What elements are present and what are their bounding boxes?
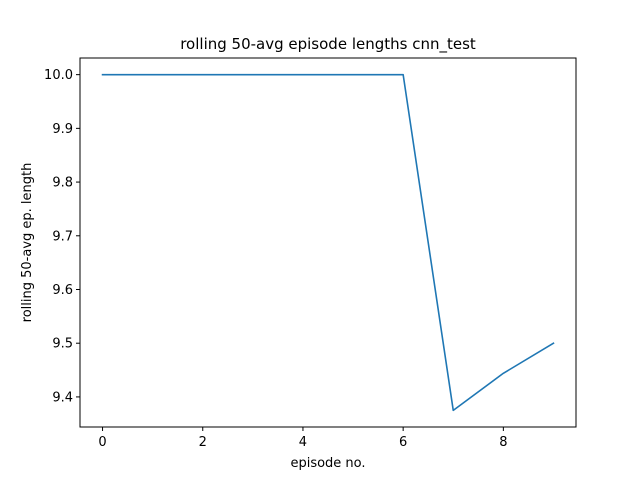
x-tick-label: 0 bbox=[98, 435, 106, 450]
plot-frame bbox=[79, 57, 577, 428]
x-tick-label: 8 bbox=[499, 435, 507, 450]
y-tick-label: 9.9 bbox=[52, 122, 73, 137]
series-layer bbox=[101, 73, 555, 412]
y-tick-label: 9.8 bbox=[52, 176, 73, 191]
y-axis-label: rolling 50-avg ep. length bbox=[20, 163, 35, 323]
y-tick-label: 9.5 bbox=[52, 337, 73, 352]
x-tick-label: 2 bbox=[199, 435, 207, 450]
y-tick-label: 9.7 bbox=[52, 229, 73, 244]
y-tick-label: 9.4 bbox=[52, 390, 73, 405]
y-tick-label: 9.6 bbox=[52, 283, 73, 298]
x-tick-label: 6 bbox=[399, 435, 407, 450]
y-tick-label: 10.0 bbox=[44, 68, 73, 83]
series-line-0 bbox=[101, 73, 555, 412]
chart-title: rolling 50-avg episode lengths cnn_test bbox=[180, 35, 476, 54]
ticks-layer: 0 2 4 6 8 9.4 9.5 9.6 9.7 9.8 9.9 10.0 bbox=[44, 68, 507, 450]
x-tick-label: 4 bbox=[299, 435, 307, 450]
x-axis-label: episode no. bbox=[290, 456, 365, 471]
